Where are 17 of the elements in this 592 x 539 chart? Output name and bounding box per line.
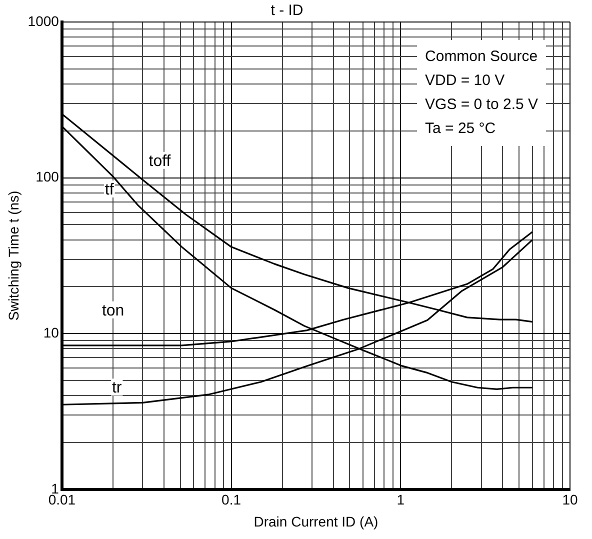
x-axis-title: Drain Current ID (A) (254, 513, 378, 530)
series-label: tf (104, 181, 114, 198)
series-label: tr (112, 380, 122, 397)
x-tick-label: 0.1 (222, 492, 242, 508)
series-label: toff (148, 152, 172, 170)
y-axis-title: Switching Time t (ns) (5, 190, 22, 321)
y-tick-label: 10 (43, 324, 60, 340)
y-tick-label: 100 (36, 168, 60, 185)
x-tick-label: 10 (562, 492, 578, 508)
annotation: Common Source (425, 48, 538, 66)
annotation: VGS = 0 to 2.5 V (425, 96, 538, 114)
chart-title: t - ID (270, 2, 304, 20)
annotation: VDD = 10 V (425, 72, 505, 90)
series-label: ton (102, 302, 124, 320)
annotation: Ta = 25 °C (425, 120, 496, 138)
y-tick-label: 1000 (28, 12, 60, 29)
x-tick-label: 1 (396, 492, 405, 508)
